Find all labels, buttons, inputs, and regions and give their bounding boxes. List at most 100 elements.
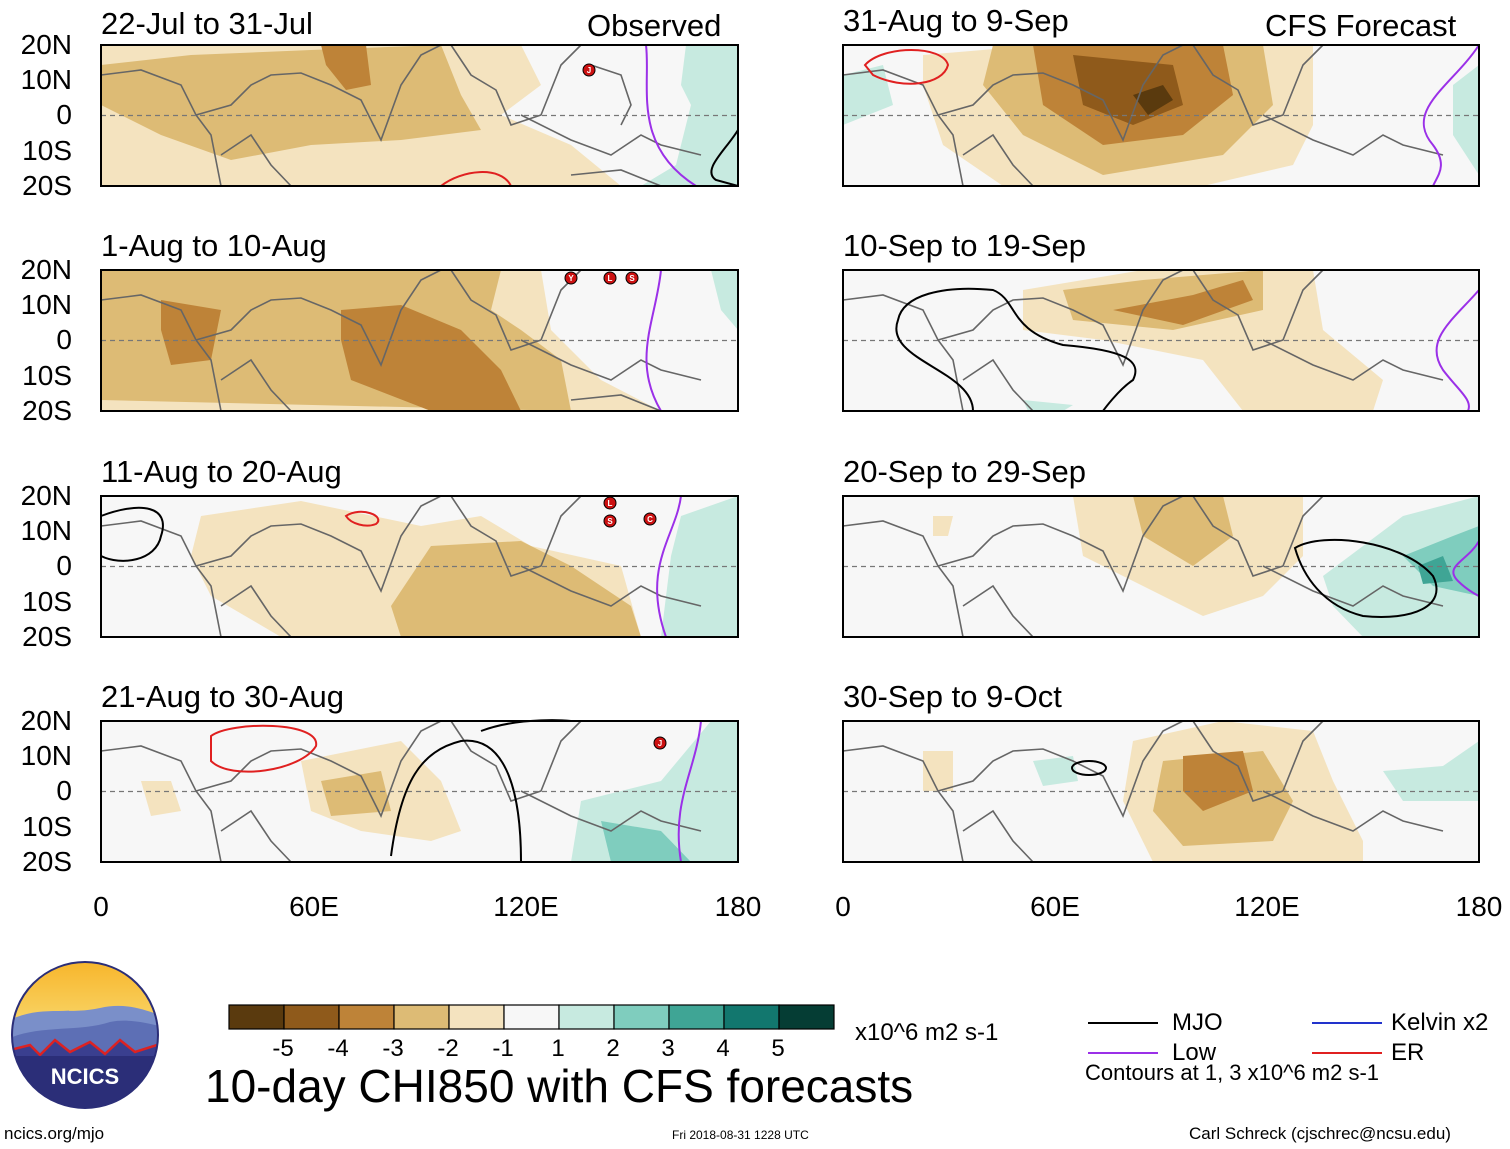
lat-label: 10S: [22, 135, 72, 166]
panel-label-observed: Observed: [587, 8, 722, 43]
lat-label: 20S: [22, 395, 72, 426]
lat-label: 10S: [22, 360, 72, 391]
map-panel-right-4: [842, 720, 1480, 863]
lon-label-right-60e: 60E: [1030, 891, 1080, 922]
lat-label: 10S: [22, 586, 72, 617]
lat-label: 20S: [22, 621, 72, 652]
storm-marker: S: [603, 514, 617, 528]
storm-marker: J: [653, 736, 667, 750]
storm-marker: S: [625, 271, 639, 285]
coastlines: [842, 720, 1444, 863]
colorbar-swatch: [723, 1004, 780, 1030]
lat-label: 20N: [20, 254, 72, 285]
map-panels: JY L SLS CJ: [100, 44, 1480, 863]
colorbar-swatch: [338, 1004, 395, 1030]
colorbar-swatch: [228, 1004, 285, 1030]
lat-label: 20N: [20, 480, 72, 511]
lat-label: 20S: [22, 846, 72, 877]
map-panel-right-3: [842, 495, 1480, 638]
lat-label: 0: [56, 550, 72, 581]
storm-letter: L: [608, 499, 613, 508]
lat-label: 20N: [20, 29, 72, 60]
lat-label: 10N: [20, 740, 72, 771]
colorbar-tick-label: -1: [492, 1035, 514, 1062]
panel-title-right-2: 10-Sep to 19-Sep: [843, 228, 1087, 263]
storm-marker: C: [643, 512, 657, 526]
colorbar-swatch: [668, 1004, 725, 1030]
legend-kelvin-label: Kelvin x2: [1391, 1009, 1489, 1036]
footer-author: Carl Schreck (cjschrec@ncsu.edu): [1189, 1124, 1451, 1143]
logo-text: NCICS: [51, 1064, 119, 1089]
footer-url: ncics.org/mjo: [4, 1124, 105, 1143]
storm-marker: Y: [564, 271, 578, 285]
colorbar-tick-label: 1: [551, 1035, 565, 1062]
lat-label: 20N: [20, 705, 72, 736]
lat-label: 20S: [22, 170, 72, 201]
lon-label-right-0: 0: [835, 891, 851, 922]
storm-letter: C: [647, 515, 653, 524]
storm-marker: J: [582, 63, 596, 77]
colorbar-tick-label: 4: [716, 1035, 730, 1062]
lon-label-left-120e: 120E: [493, 891, 559, 922]
colorbar-tick-label: -4: [327, 1035, 349, 1062]
colorbar-swatch: [448, 1004, 505, 1030]
colorbar-tick-label: 2: [606, 1035, 620, 1062]
storm-letter: S: [607, 517, 613, 526]
colorbar-swatch: [613, 1004, 670, 1030]
figure-title: 10-day CHI850 with CFS forecasts: [205, 1060, 914, 1112]
map-panel-left-4: [100, 719, 739, 863]
lon-label-left-0: 0: [93, 891, 109, 922]
colorbar-tick-label: -2: [437, 1035, 459, 1062]
storm-letter: S: [629, 274, 635, 283]
lon-label-left-60e: 60E: [289, 891, 339, 922]
colorbar-tick-label: -3: [382, 1035, 404, 1062]
legend-mjo-label: MJO: [1172, 1009, 1223, 1036]
lat-label: 10N: [20, 64, 72, 95]
colorbar: [228, 1004, 835, 1030]
storm-letter: J: [658, 739, 662, 748]
panel-title-right-4: 30-Sep to 9-Oct: [843, 679, 1062, 714]
colorbar-swatch: [393, 1004, 450, 1030]
colorbar-tick-label: 5: [771, 1035, 785, 1062]
map-panel-right-2: [842, 269, 1480, 412]
map-panel-left-2: [100, 269, 739, 412]
contours-note: Contours at 1, 3 x10^6 m2 s-1: [1085, 1060, 1380, 1085]
panel-title-left-3: 11-Aug to 20-Aug: [101, 454, 342, 489]
lat-label: 10N: [20, 289, 72, 320]
storm-letter: L: [608, 274, 613, 283]
storm-marker: L: [603, 496, 617, 510]
footer-timestamp: Fri 2018-08-31 1228 UTC: [672, 1128, 809, 1142]
storm-letter: Y: [568, 274, 574, 283]
colorbar-units: x10^6 m2 s-1: [855, 1019, 999, 1046]
map-panel-left-3: [100, 495, 739, 638]
coastlines: [842, 495, 1444, 638]
coastlines: [842, 269, 1444, 412]
panel-title-right-3: 20-Sep to 29-Sep: [843, 454, 1087, 489]
colorbar-swatch: [558, 1004, 615, 1030]
colorbar-swatch: [778, 1004, 835, 1030]
contour-legend: [1088, 1022, 1382, 1054]
chi850-field: [191, 496, 738, 637]
lat-label: 10S: [22, 811, 72, 842]
coastlines: [100, 495, 702, 638]
panel-title-right-1: 31-Aug to 9-Sep: [843, 3, 1069, 38]
lon-label-right-120e: 120E: [1234, 891, 1300, 922]
ncics-logo: NCICS: [11, 961, 159, 1109]
panel-title-left-1: 22-Jul to 31-Jul: [101, 6, 313, 41]
map-panel-left-1: [100, 44, 739, 187]
legend-low-label: Low: [1172, 1039, 1217, 1066]
map-panel-right-1: [842, 44, 1480, 187]
lat-label: 10N: [20, 515, 72, 546]
panel-title-left-2: 1-Aug to 10-Aug: [101, 228, 327, 263]
colorbar-swatch: [503, 1004, 560, 1030]
coastlines: [842, 44, 1444, 187]
panel-label-cfs-forecast: CFS Forecast: [1265, 8, 1457, 43]
colorbar-swatch: [283, 1004, 340, 1030]
colorbar-tick-label: 3: [661, 1035, 675, 1062]
chi850-field: [923, 721, 1479, 862]
coastlines: [100, 44, 702, 187]
panel-title-left-4: 21-Aug to 30-Aug: [101, 679, 345, 714]
lon-label-left-180: 180: [714, 891, 762, 922]
lat-label: 0: [56, 324, 72, 355]
